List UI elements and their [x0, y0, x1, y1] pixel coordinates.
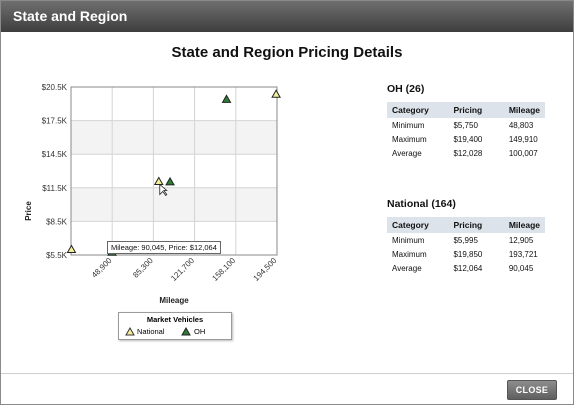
oh-stats-title: OH (26) — [387, 83, 425, 95]
col-header-pricing: Pricing — [448, 102, 504, 118]
cell: Average — [392, 263, 422, 273]
price-mileage-chart: $5.5K $8.5K $11.5K $14.5K $17.5K $20.5K 48,900… — [19, 79, 289, 349]
plot-band — [71, 187, 277, 222]
dialog-titlebar: State and Region — [1, 1, 573, 32]
table-row: Minimum $5,750 48,803 — [387, 118, 545, 132]
oh-stats: OH (26) Category Pricing Mileage Minimum… — [387, 83, 547, 160]
data-point-national — [66, 244, 77, 253]
table-row: Minimum $5,995 12,905 — [387, 233, 545, 247]
y-tick-label: $20.5K — [42, 83, 68, 92]
x-axis-title: Mileage — [159, 296, 189, 305]
table-header-row: Category Pricing Mileage — [387, 102, 545, 118]
data-point-oh — [165, 176, 175, 186]
cell: 48,803 — [508, 120, 534, 130]
x-tick-label: 121,700 — [169, 256, 196, 283]
y-tick-label: $11.5K — [42, 184, 67, 193]
page-title: State and Region Pricing Details — [171, 44, 403, 61]
chart-tooltip: Mileage: 90,045, Price: $12,064 — [107, 241, 221, 254]
dialog-title: State and Region — [13, 8, 128, 24]
y-axis-title: Price — [24, 201, 33, 221]
cell: $19,850 — [453, 249, 483, 259]
legend-national-icon — [125, 327, 135, 336]
x-tick-label: 158,100 — [210, 256, 237, 283]
legend-national-label: National — [137, 327, 165, 336]
national-stats: National (164) Category Pricing Mileage … — [387, 198, 547, 275]
cell: 12,905 — [508, 235, 534, 245]
col-header-pricing: Pricing — [448, 217, 504, 233]
table-header-row: Category Pricing Mileage — [387, 217, 545, 233]
plot-band — [71, 87, 277, 121]
cell: 100,007 — [508, 148, 538, 158]
chart-legend: Market Vehicles National OH — [118, 312, 232, 340]
y-tick-label: $14.5K — [42, 150, 68, 159]
table-row: Average $12,064 90,045 — [387, 261, 545, 275]
x-tick-label: 85,300 — [131, 256, 155, 280]
x-tick-label: 194,500 — [252, 256, 279, 283]
col-header-mileage: Mileage — [503, 102, 545, 118]
national-stats-table: Category Pricing Mileage Minimum $5,995 … — [387, 217, 545, 275]
cell: 149,910 — [508, 134, 538, 144]
cell: $19,400 — [453, 134, 483, 144]
cell: $12,064 — [453, 263, 483, 273]
national-stats-title: National (164) — [387, 198, 456, 210]
footer-divider — [1, 373, 573, 374]
cell: Minimum — [392, 120, 425, 130]
x-tick-label: 48,900 — [90, 256, 114, 280]
data-point-national — [271, 89, 281, 98]
cell: Average — [392, 148, 422, 158]
y-tick-label: $8.5K — [46, 217, 68, 226]
plot-band — [71, 154, 277, 188]
data-point-national — [153, 176, 164, 185]
y-tick-label: $5.5K — [46, 251, 68, 260]
mouse-cursor-icon — [159, 183, 168, 197]
y-tick-label: $17.5K — [42, 117, 68, 126]
cell: 193,721 — [508, 249, 538, 259]
col-header-mileage: Mileage — [503, 217, 545, 233]
legend-title: Market Vehicles — [146, 315, 204, 324]
close-button[interactable]: CLOSE — [507, 380, 557, 400]
cell: $5,750 — [453, 120, 478, 130]
plot-area — [70, 86, 278, 256]
table-row: Average $12,028 100,007 — [387, 146, 545, 160]
cell: 90,045 — [508, 263, 534, 273]
cell: $12,028 — [453, 148, 483, 158]
cell: Maximum — [392, 134, 427, 144]
col-header-category: Category — [387, 217, 449, 233]
col-header-category: Category — [387, 102, 449, 118]
legend-oh-icon — [181, 327, 191, 336]
oh-stats-table: Category Pricing Mileage Minimum $5,750 … — [387, 102, 545, 160]
cell: Minimum — [392, 235, 425, 245]
legend-oh-label: OH — [194, 327, 206, 336]
chart-svg: $5.5K $8.5K $11.5K $14.5K $17.5K $20.5K 48,900… — [24, 83, 281, 305]
cell: Maximum — [392, 249, 427, 259]
table-row: Maximum $19,400 149,910 — [387, 132, 545, 146]
table-row: Maximum $19,850 193,721 — [387, 247, 545, 261]
cell: $5,995 — [453, 235, 478, 245]
plot-band — [71, 120, 277, 155]
data-point-oh — [221, 94, 232, 103]
